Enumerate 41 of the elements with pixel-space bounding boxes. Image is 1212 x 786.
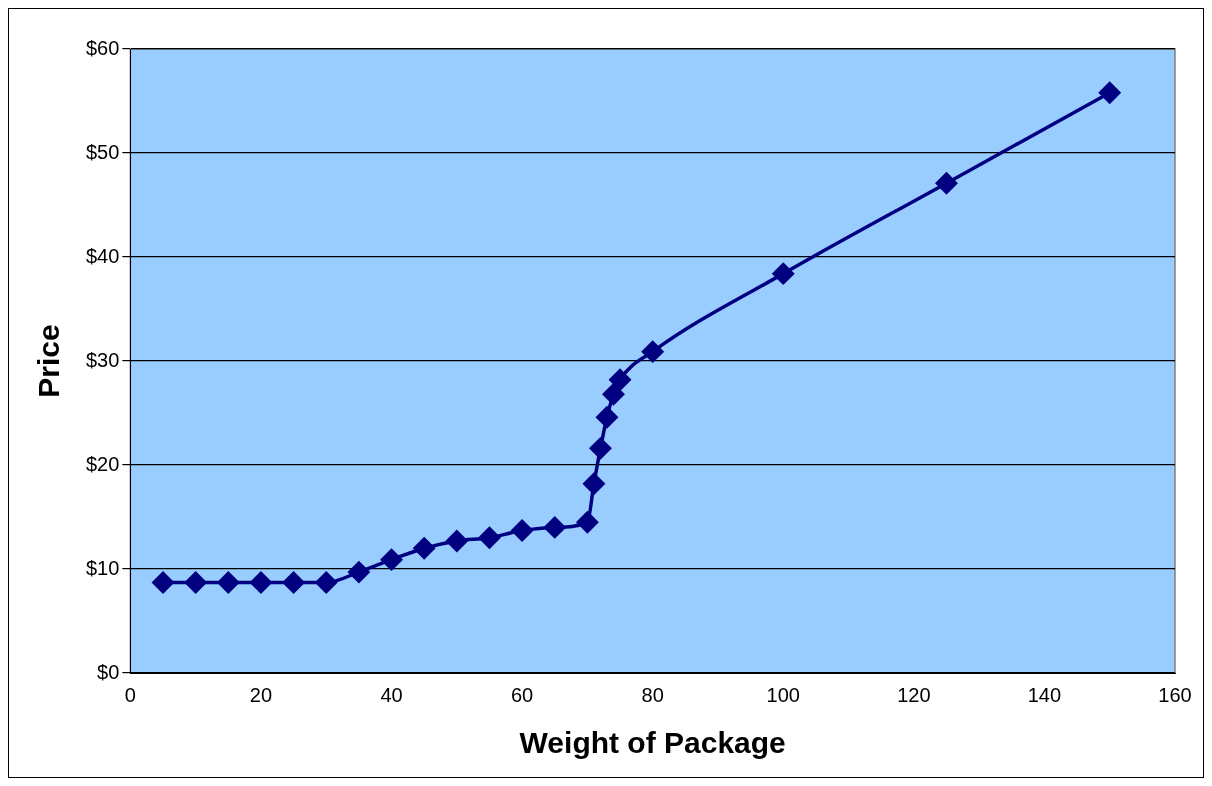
x-tick-label: 160 [1158,683,1192,706]
point [315,571,337,594]
x-tick-label: 80 [641,683,664,706]
y-tick-label: $20 [85,452,120,475]
point [641,340,664,363]
point [935,172,958,194]
point [217,571,240,594]
x-tick-label: 60 [510,683,534,706]
point [576,511,599,533]
point [583,472,605,495]
point [602,383,625,406]
point [282,571,305,594]
x-tick-label: 140 [1027,683,1062,706]
x-tick-label: 40 [380,683,403,706]
y-tick-label: $0 [97,660,120,683]
point [609,368,631,391]
point [544,516,566,539]
point [250,571,272,594]
y-tick-label: $40 [85,244,120,267]
y-axis-title: Price [32,324,66,398]
y-tick-label: $30 [85,348,120,371]
x-axis-title: Weight of Package [519,726,786,760]
y-tick-label: $50 [85,140,120,163]
point [772,262,795,285]
x-tick-label: 0 [124,683,136,706]
point [596,406,618,428]
x-tick-label: 100 [766,683,800,706]
point [589,437,612,460]
point [511,519,533,542]
y-tick-label: $10 [85,556,120,579]
point [152,571,174,594]
x-tick-label: 20 [249,683,273,706]
point [1098,81,1121,104]
y-tick-label: $60 [85,36,120,59]
point [413,537,435,559]
point [184,571,207,594]
point [380,548,403,571]
point [446,530,468,552]
point [348,561,370,583]
x-tick-label: 120 [897,683,931,706]
point [478,527,501,549]
